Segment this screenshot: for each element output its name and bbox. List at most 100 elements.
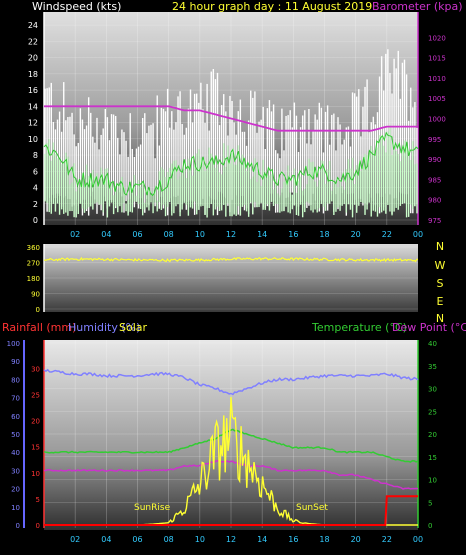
x-tick-label: 08 — [164, 230, 174, 239]
y2-tick-label: 1010 — [428, 75, 446, 83]
rain-tick-label: 0 — [36, 522, 40, 530]
x-tick-label: 22 — [382, 535, 392, 544]
y-tick-label: 0 — [36, 306, 40, 314]
compass-label: E — [437, 295, 444, 308]
temp-tick-label: 40 — [428, 340, 437, 348]
humidity-tick-label: 50 — [11, 431, 20, 439]
y-tick-label: 12 — [28, 119, 38, 128]
temp-tick-label: 0 — [428, 522, 432, 530]
direction-panel-bg — [44, 244, 418, 312]
humidity-tick-label: 80 — [11, 376, 20, 384]
y-tick-label: 6 — [33, 167, 38, 176]
humidity-tick-label: 90 — [11, 358, 20, 366]
y2-tick-label: 980 — [428, 197, 441, 205]
y-tick-label: 270 — [27, 260, 40, 268]
x-tick-label: 06 — [132, 230, 142, 239]
temp-tick-label: 15 — [428, 454, 437, 462]
x-tick-label: 16 — [288, 535, 298, 544]
x-tick-label: 12 — [226, 230, 236, 239]
temp-tick-label: 10 — [428, 477, 437, 485]
x-tick-label: 00 — [413, 230, 423, 239]
x-tick-label: 02 — [70, 230, 80, 239]
temp-panel-bg — [44, 340, 418, 530]
rain-tick-label: 10 — [31, 470, 40, 478]
humidity-tick-label: 20 — [11, 486, 20, 494]
x-tick-label: 10 — [195, 230, 205, 239]
temperature-title: Temperature (°C) — [311, 321, 407, 334]
y-tick-label: 14 — [28, 102, 38, 111]
x-tick-label: 12 — [226, 535, 236, 544]
temp-tick-label: 30 — [428, 386, 437, 394]
y2-tick-label: 1015 — [428, 55, 446, 63]
x-tick-label: 00 — [413, 535, 423, 544]
y2-tick-label: 990 — [428, 156, 441, 164]
y-tick-label: 18 — [28, 70, 38, 79]
x-tick-label: 18 — [319, 535, 329, 544]
y2-tick-label: 975 — [428, 217, 441, 225]
humidity-tick-label: 0 — [16, 522, 20, 530]
temp-humidity-chart: 02 04 06 08 10 12 14 16 18 20 22 000510152025303540… — [7, 340, 437, 544]
y-tick-label: 10 — [28, 135, 38, 144]
y2-tick-label: 995 — [428, 136, 441, 144]
x-tick-label: 16 — [288, 230, 298, 239]
humidity-tick-label: 100 — [7, 340, 20, 348]
humidity-tick-label: 10 — [11, 504, 20, 512]
rain-tick-label: 20 — [31, 418, 40, 426]
y-tick-label: 24 — [28, 21, 38, 30]
rain-tick-label: 25 — [31, 392, 40, 400]
x-tick-label: 22 — [382, 230, 392, 239]
temp-tick-label: 5 — [428, 499, 432, 507]
x-tick-label: 18 — [319, 230, 329, 239]
dewpoint-title: Dew Point (°C) — [392, 321, 466, 334]
windspeed-title: Windspeed (kts) — [32, 0, 121, 13]
rain-tick-label: 15 — [31, 444, 40, 452]
direction-line — [43, 256, 419, 263]
humidity-tick-label: 40 — [11, 449, 20, 457]
temp-tick-label: 20 — [428, 431, 437, 439]
y-tick-label: 360 — [27, 244, 40, 252]
x-tick-label: 02 — [70, 535, 80, 544]
dewpoint-line — [43, 460, 419, 490]
humidity-tick-label: 30 — [11, 467, 20, 475]
humidity-title: Humidity (%) — [68, 321, 140, 334]
x-tick-label: 08 — [164, 535, 174, 544]
y-tick-label: 90 — [31, 291, 40, 299]
y-tick-label: 4 — [33, 184, 38, 193]
y-tick-label: 180 — [27, 275, 40, 283]
humidity-tick-label: 60 — [11, 413, 20, 421]
sunrise-label: SunRise — [134, 503, 171, 513]
y2-tick-label: 1005 — [428, 95, 446, 103]
compass-label: W — [435, 259, 446, 272]
solar-title: Solar — [119, 321, 148, 334]
barometer-line — [44, 105, 418, 132]
humidity-line — [43, 368, 419, 396]
x-tick-label: 04 — [101, 535, 111, 544]
x-tick-label: 10 — [195, 535, 205, 544]
y-tick-label: 20 — [28, 54, 38, 63]
humidity-tick-label: 70 — [11, 395, 20, 403]
temperature-line — [43, 428, 419, 463]
compass-label: S — [437, 277, 444, 290]
wind-avg-line — [43, 131, 419, 197]
x-tick-label: 14 — [257, 535, 267, 544]
wind-barometer-chart: 02 04 06 08 10 12 14 16 18 20 22 000246810121416182… — [28, 12, 446, 239]
y2-tick-label: 1020 — [428, 34, 446, 42]
y-tick-label: 2 — [33, 200, 38, 209]
rainfall-title: Rainfall (mm) — [2, 321, 76, 334]
compass-label: N — [436, 240, 444, 253]
x-tick-label: 20 — [351, 535, 361, 544]
compass-label: N — [436, 312, 444, 325]
temp-tick-label: 25 — [428, 408, 437, 416]
y-tick-label: 8 — [33, 151, 38, 160]
rain-tick-label: 30 — [31, 365, 40, 373]
x-tick-label: 14 — [257, 230, 267, 239]
y2-tick-label: 985 — [428, 176, 441, 184]
y2-tick-label: 1000 — [428, 116, 446, 124]
rain-line — [44, 495, 418, 526]
y-tick-label: 0 — [33, 216, 38, 225]
x-tick-label: 04 — [101, 230, 111, 239]
x-tick-label: 20 — [351, 230, 361, 239]
